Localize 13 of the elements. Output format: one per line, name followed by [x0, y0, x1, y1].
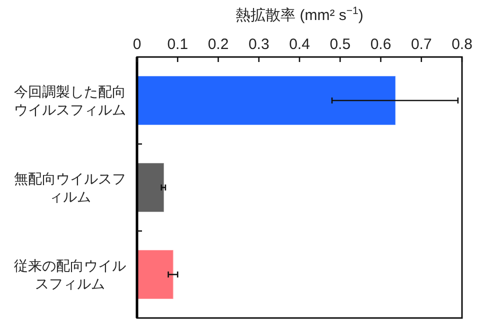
x-tick-label: 0.2 [208, 36, 229, 53]
x-tick-label: 0.8 [452, 36, 472, 53]
x-tick-label: 0 [132, 36, 142, 53]
x-axis-title: 熱拡散率 (mm² s$^{−1}$) [236, 5, 364, 24]
x-tick-label: 0.6 [370, 36, 392, 53]
y-tick-label: 無配向ウイルスフィルム [14, 170, 126, 204]
x-tick-label: 0.1 [167, 36, 188, 53]
x-tick-label: 0.7 [410, 36, 432, 53]
y-tick-label: 従来の配向ウイルスフィルム [14, 258, 126, 292]
y-tick-label: 今回調製した配向ウイルスフィルム [14, 84, 126, 118]
x-tick-label: 0.4 [289, 36, 310, 53]
x-tick-label: 0.3 [248, 36, 270, 53]
x-tick-label: 0.5 [330, 36, 351, 53]
